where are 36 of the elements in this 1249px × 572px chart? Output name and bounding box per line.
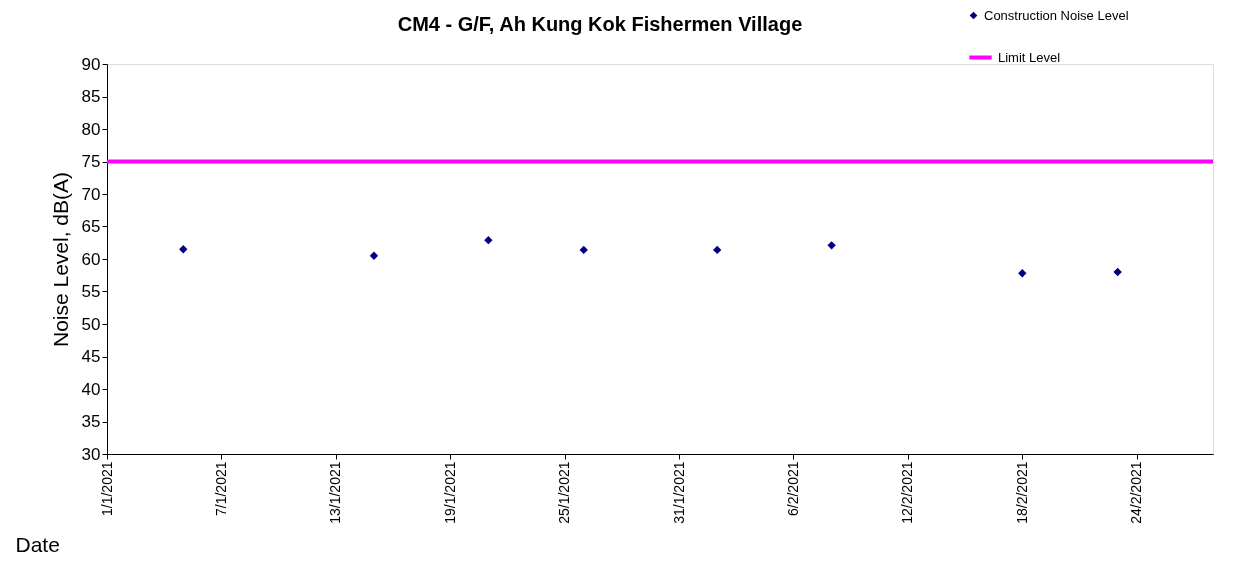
x-tick-label: 25/1/2021 [556, 461, 573, 524]
y-axis-title: Noise Level, dB(A) [48, 171, 72, 348]
y-tick-label: 80 [81, 119, 101, 139]
x-tick-label: 13/1/2021 [327, 461, 344, 524]
y-tick-label: 40 [81, 379, 101, 399]
y-tick-label: 85 [81, 87, 101, 106]
point [1018, 269, 1027, 278]
y-tick-label: 70 [81, 184, 101, 204]
y-tick-label: 30 [81, 444, 101, 464]
y-tick-label: 55 [81, 282, 101, 301]
x-tick-label: 12/2/2021 [899, 461, 916, 524]
y-tick-label: 35 [81, 412, 101, 431]
x-tick-label: 19/1/2021 [441, 461, 458, 524]
y-tick-label: 45 [81, 347, 101, 366]
chart-title: CM4 - G/F, Ah Kung Kok Fishermen Village [397, 13, 803, 35]
point [369, 251, 379, 260]
legend-label: Construction Noise Level [984, 7, 1129, 23]
x-tick-label: 7/1/2021 [212, 461, 229, 516]
y-tick-label: 50 [81, 314, 101, 334]
x-tick-label: 18/2/2021 [1013, 461, 1030, 524]
point [484, 235, 493, 245]
x-tick-label: 6/2/2021 [784, 461, 801, 516]
y-tick-label: 90 [81, 54, 101, 74]
point [179, 245, 188, 254]
legend-label: Limit Level [998, 49, 1061, 65]
x-tick-label: 1/1/2021 [98, 461, 115, 516]
y-tick-label: 75 [81, 152, 101, 171]
point [579, 245, 588, 255]
x-tick-label: 24/2/2021 [1128, 461, 1145, 524]
y-tick-label: 65 [81, 217, 101, 236]
point [827, 241, 836, 250]
point [713, 245, 722, 255]
x-axis-title: Date [15, 532, 60, 556]
x-tick-label: 31/1/2021 [670, 461, 687, 524]
y-tick-label: 60 [81, 249, 101, 269]
point [1113, 267, 1122, 277]
